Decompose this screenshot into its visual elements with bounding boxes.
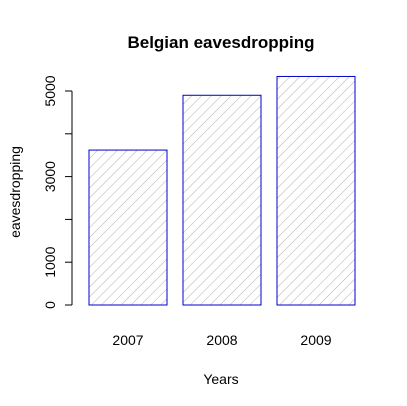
y-axis: 0 1000 3000 5000 <box>42 75 73 309</box>
x-tick-labels: 2007 2008 2009 <box>112 332 331 348</box>
x-tick-label: 2008 <box>206 332 237 348</box>
x-axis-label: Years <box>203 371 238 387</box>
bar-2009 <box>276 75 356 306</box>
y-tick-label: 3000 <box>42 161 58 192</box>
y-tick-label: 5000 <box>42 75 58 106</box>
bar-2007 <box>88 149 168 306</box>
x-tick-label: 2009 <box>300 332 331 348</box>
x-tick-label: 2007 <box>112 332 143 348</box>
bar-2008 <box>182 94 262 306</box>
y-axis-label: eavesdropping <box>7 146 23 238</box>
y-tick-label: 1000 <box>42 246 58 277</box>
y-tick-label: 0 <box>42 301 58 309</box>
bars-group <box>88 75 356 306</box>
chart-title: Belgian eavesdropping <box>127 33 314 52</box>
